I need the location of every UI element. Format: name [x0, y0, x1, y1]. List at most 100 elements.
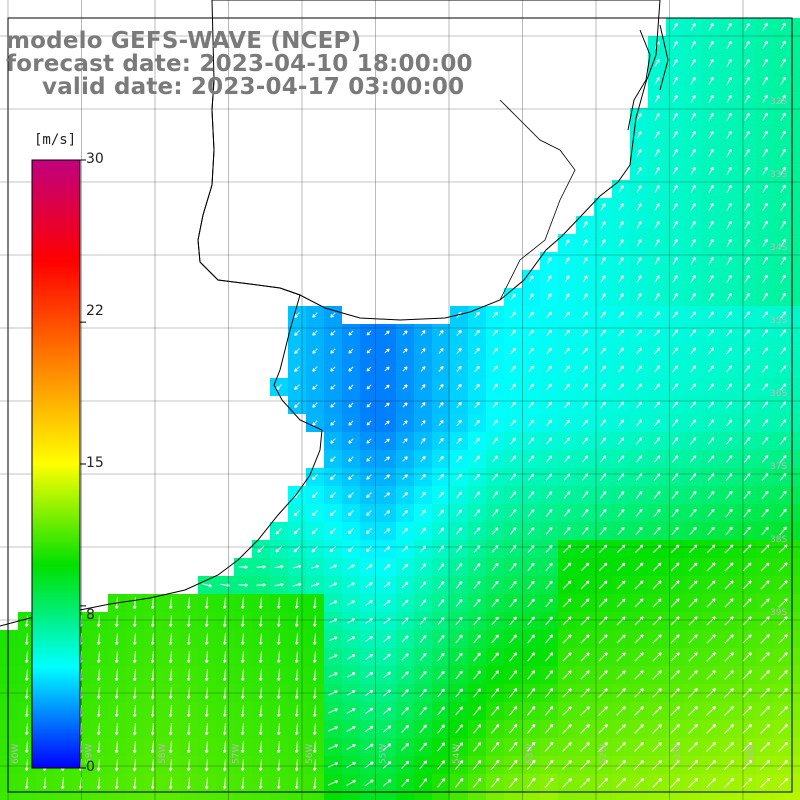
wind-arrow [491, 652, 499, 662]
lon-label: 55W [379, 744, 389, 764]
wind-arrow [490, 741, 500, 752]
wind-cell [612, 792, 630, 800]
wind-arrow [599, 526, 607, 536]
wind-arrow [617, 526, 625, 536]
wind-arrow [383, 653, 391, 661]
title-forecast-date: forecast date: 2023-04-10 18:00:00 [6, 51, 473, 77]
wind-arrow [581, 526, 589, 535]
wind-cell [792, 252, 800, 270]
wind-arrow [762, 311, 769, 319]
wind-arrow [672, 220, 678, 229]
wind-arrow [420, 438, 426, 444]
wind-arrow [24, 777, 29, 790]
wind-arrow [204, 687, 209, 700]
wind-arrow [652, 724, 662, 734]
wind-arrow [636, 347, 642, 355]
wind-arrow [330, 312, 336, 318]
wind-arrow [294, 759, 299, 772]
colorbar-tick-label: 15 [86, 455, 104, 471]
wind-arrow [780, 274, 786, 284]
wind-arrow [654, 401, 661, 409]
wind-arrow [617, 473, 625, 481]
wind-arrow [635, 508, 643, 517]
wind-arrow [688, 688, 698, 698]
wind-arrow [706, 598, 716, 608]
wind-arrow [564, 383, 570, 391]
wind-arrow [690, 58, 696, 67]
wind-arrow [744, 256, 750, 265]
wind-arrow [634, 777, 645, 788]
wind-arrow [329, 545, 337, 553]
wind-arrow [742, 688, 752, 698]
wind-arrow [689, 526, 697, 536]
wind-arrow [491, 545, 499, 553]
wind-arrow [401, 671, 409, 679]
wind-arrow [328, 618, 338, 624]
wind-arrow [672, 130, 678, 139]
wind-arrow [310, 564, 320, 569]
wind-arrow [96, 723, 101, 736]
wind-arrow [509, 509, 517, 517]
wind-arrow [454, 778, 464, 788]
wind-arrow [330, 492, 336, 498]
wind-arrow [726, 347, 733, 355]
wind-arrow [688, 759, 699, 770]
wind-arrow [150, 651, 155, 664]
wind-arrow [419, 706, 427, 716]
wind-arrow [276, 759, 281, 772]
wind-cell [72, 792, 90, 800]
wind-arrow [328, 654, 338, 660]
wind-arrow [708, 311, 715, 319]
wind-arrow [473, 598, 481, 608]
wind-arrow [238, 583, 248, 587]
wind-arrow [364, 779, 374, 787]
wind-arrow [744, 112, 750, 121]
wind-arrow [761, 526, 769, 536]
wind-arrow [132, 687, 137, 700]
wind-arrow [762, 76, 768, 86]
wind-arrow [743, 365, 751, 373]
wind-arrow [652, 634, 662, 644]
wind-arrow [402, 330, 408, 336]
wind-arrow [366, 384, 372, 390]
wind-arrow [564, 347, 570, 355]
wind-arrow [653, 508, 661, 517]
wind-arrow [708, 238, 714, 247]
wind-arrow [744, 292, 750, 301]
wind-arrow [186, 740, 191, 754]
wind-arrow [580, 562, 590, 572]
wind-cell [414, 792, 432, 800]
wind-cell [792, 324, 800, 342]
wind-arrow [760, 688, 770, 698]
wind-arrow [60, 777, 65, 790]
wind-arrow [292, 564, 302, 569]
wind-arrow [222, 723, 227, 736]
wind-arrow [222, 687, 227, 700]
wind-arrow [725, 526, 733, 536]
wind-arrow [312, 705, 317, 718]
wind-arrow [618, 293, 624, 301]
wind-arrow [382, 725, 392, 733]
wind-arrow [437, 545, 445, 553]
wind-arrow [706, 724, 716, 734]
wind-arrow [724, 562, 734, 572]
wind-arrow [474, 401, 480, 409]
wind-cell [0, 774, 18, 792]
wind-cell [792, 360, 800, 378]
wind-arrow [402, 438, 408, 444]
wind-arrow [598, 634, 608, 644]
wind-arrow [562, 670, 572, 680]
wind-arrow [708, 202, 714, 211]
wind-arrow [474, 365, 480, 373]
wind-cell [792, 126, 800, 144]
wind-arrow [348, 492, 354, 498]
wind-arrow [346, 779, 357, 787]
wind-arrow [708, 166, 714, 175]
wind-arrow [778, 598, 788, 608]
wind-arrow [437, 652, 445, 662]
wind-arrow [600, 329, 606, 337]
wind-arrow [456, 437, 462, 445]
wind-arrow [96, 741, 101, 754]
wind-cell [792, 288, 800, 306]
wind-arrow [186, 758, 191, 772]
